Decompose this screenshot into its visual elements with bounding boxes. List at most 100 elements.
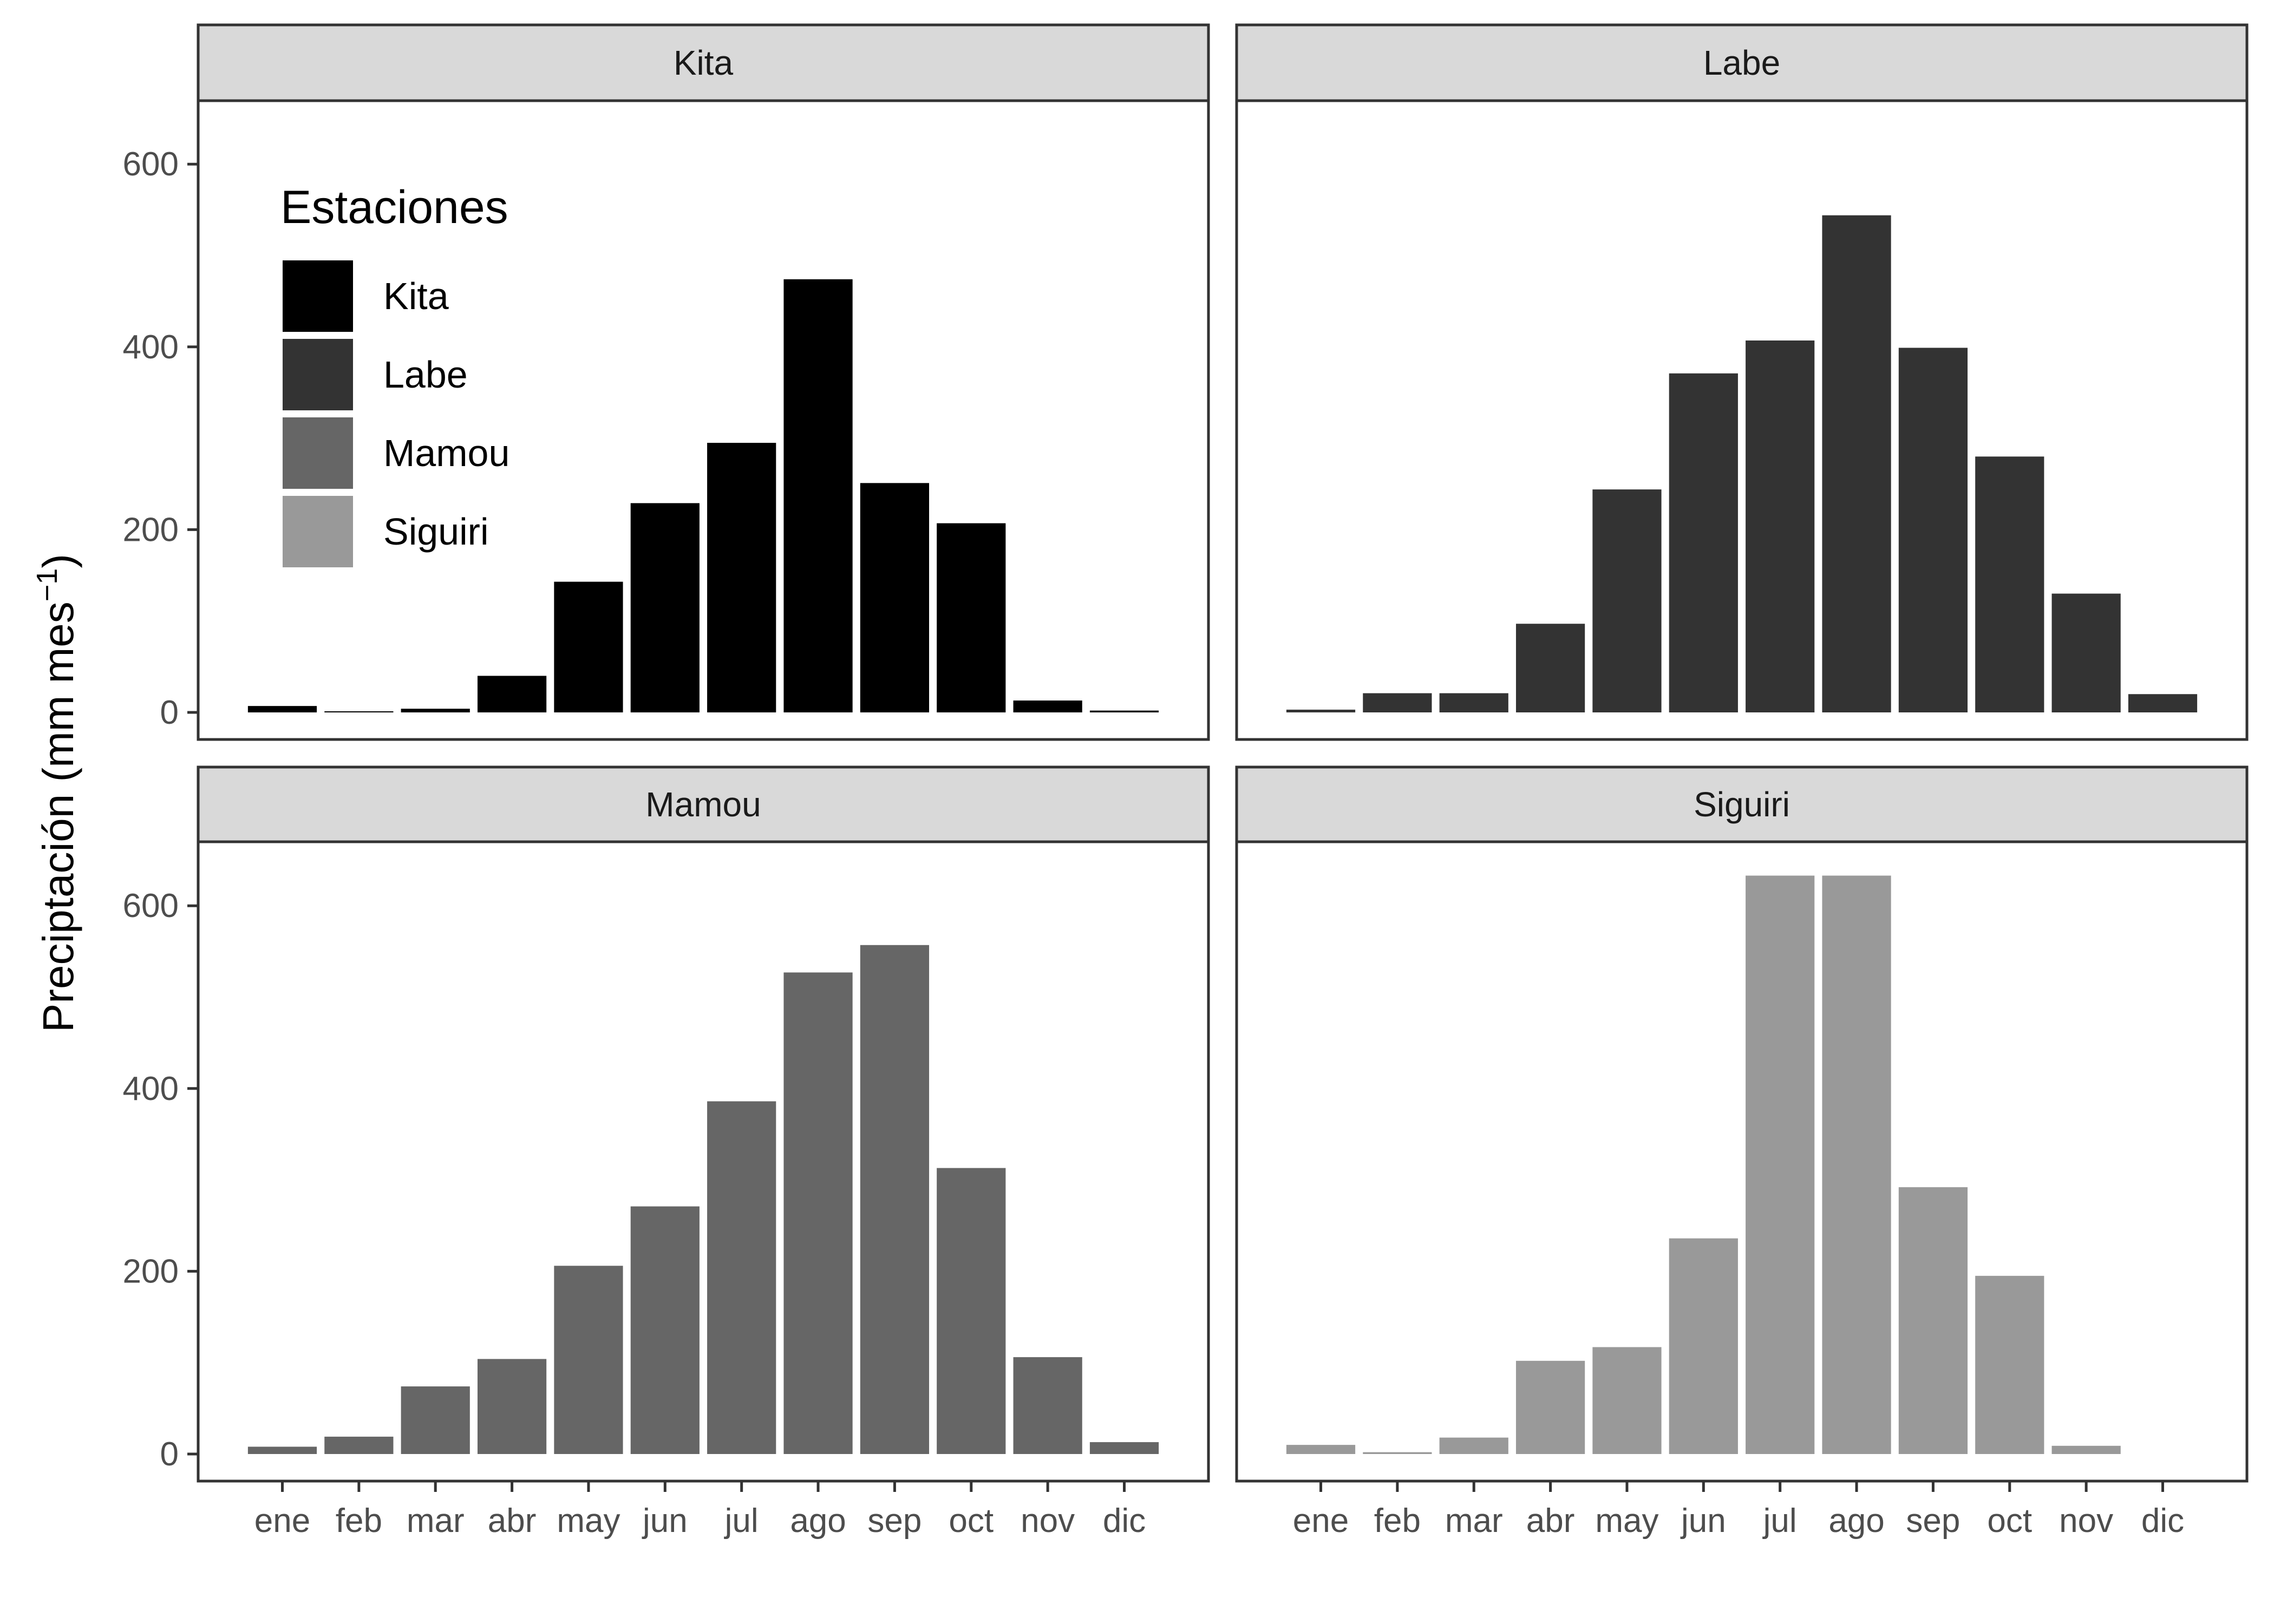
- x-tick-label: oct: [1987, 1502, 2032, 1540]
- bar-labe-may: [1592, 489, 1662, 712]
- bar-mamou-dic: [1089, 1442, 1159, 1454]
- y-tick-label: 600: [123, 887, 179, 925]
- x-tick-label: mar: [407, 1502, 465, 1540]
- bar-siguiri-abr: [1515, 1360, 1585, 1454]
- bar-mamou-ene: [247, 1446, 317, 1454]
- y-axis-title-group: Preciptación (mm mes−1): [31, 554, 82, 1032]
- bar-labe-sep: [1898, 348, 1968, 712]
- legend-key-mamou: [283, 417, 353, 489]
- x-tick-label: jun: [1680, 1502, 1726, 1540]
- x-tick-label: may: [1595, 1502, 1658, 1540]
- bar-mamou-mar: [401, 1386, 470, 1454]
- bar-labe-mar: [1439, 693, 1508, 712]
- bar-mamou-nov: [1013, 1357, 1082, 1454]
- bar-kita-abr: [477, 676, 547, 712]
- x-tick-label: may: [557, 1502, 620, 1540]
- x-tick-label: ago: [790, 1502, 846, 1540]
- legend-key-labe: [283, 339, 353, 410]
- facet-strip: [1235, 23, 2249, 102]
- panel-labe: Labe: [1235, 23, 2249, 741]
- bar-mamou-jun: [630, 1206, 700, 1454]
- legend-label-mamou: Mamou: [383, 432, 509, 474]
- y-tick-label: 0: [160, 1436, 179, 1473]
- y-tick-label: 200: [123, 1253, 179, 1290]
- facet-strip-label: Mamou: [645, 785, 761, 824]
- bar-siguiri-ene: [1286, 1445, 1356, 1454]
- facet-strip-label: Kita: [674, 43, 734, 82]
- legend-key-kita: [283, 260, 353, 332]
- facet-strip: [197, 23, 1210, 102]
- bar-labe-abr: [1515, 624, 1585, 712]
- x-tick-label: mar: [1445, 1502, 1503, 1540]
- x-tick-label: jul: [724, 1502, 759, 1540]
- bar-kita-sep: [860, 483, 930, 712]
- panel-kita: Kita 0 200 400 600: [123, 23, 1210, 741]
- bar-siguiri-mar: [1439, 1437, 1508, 1454]
- x-tick-label: abr: [488, 1502, 537, 1540]
- y-tick-label: 600: [123, 146, 179, 183]
- x-tick-label: abr: [1526, 1502, 1575, 1540]
- bar-labe-ene: [1286, 709, 1356, 712]
- legend-label-kita: Kita: [383, 275, 449, 317]
- legend-label-labe: Labe: [383, 353, 468, 396]
- facet-strip: [197, 765, 1210, 843]
- x-tick-label: feb: [1374, 1502, 1421, 1540]
- bar-kita-nov: [1013, 700, 1082, 712]
- x-tick-label: sep: [867, 1502, 922, 1540]
- bar-mamou-may: [554, 1266, 623, 1454]
- x-tick-label: ago: [1828, 1502, 1884, 1540]
- bar-mamou-jul: [707, 1101, 776, 1454]
- bar-siguiri-sep: [1898, 1187, 1968, 1454]
- bar-kita-feb: [324, 711, 394, 712]
- bar-siguiri-may: [1592, 1347, 1662, 1454]
- y-tick-label: 200: [123, 511, 179, 548]
- legend-label-siguiri: Siguiri: [383, 510, 489, 553]
- bar-siguiri-oct: [1975, 1275, 2044, 1454]
- x-tick-label: nov: [2059, 1502, 2113, 1540]
- x-tick-label: feb: [336, 1502, 382, 1540]
- bar-siguiri-ago: [1822, 875, 1891, 1454]
- legend: Estaciones Kita Labe Mamou Siguiri: [280, 181, 509, 567]
- x-tick-label: dic: [2141, 1502, 2184, 1540]
- bar-mamou-oct: [937, 1168, 1006, 1454]
- bar-labe-jun: [1669, 373, 1738, 712]
- bar-kita-dic: [1089, 710, 1159, 712]
- bar-kita-mar: [401, 709, 470, 712]
- y-axis-title: Preciptación (mm mes−1): [31, 554, 82, 1032]
- legend-title: Estaciones: [280, 181, 508, 233]
- x-tick-label: sep: [1906, 1502, 1960, 1540]
- x-tick-label: jul: [1762, 1502, 1797, 1540]
- facet-strip-label: Siguiri: [1694, 785, 1790, 824]
- panel-border: [197, 99, 1210, 741]
- bar-kita-jun: [630, 503, 700, 712]
- x-tick-label: ene: [1293, 1502, 1349, 1540]
- bar-mamou-abr: [477, 1359, 547, 1454]
- facet-strip-label: Labe: [1703, 43, 1780, 82]
- legend-key-siguiri: [283, 496, 353, 567]
- panel-background: [198, 101, 1208, 739]
- bar-labe-dic: [2128, 694, 2198, 712]
- bar-kita-ene: [247, 706, 317, 712]
- bar-kita-oct: [937, 523, 1006, 712]
- bar-siguiri-jul: [1746, 875, 1815, 1454]
- x-tick-label: oct: [949, 1502, 994, 1540]
- bar-siguiri-feb: [1363, 1452, 1432, 1454]
- bar-mamou-feb: [324, 1436, 394, 1454]
- bar-labe-feb: [1363, 693, 1432, 712]
- bar-kita-may: [554, 581, 623, 712]
- y-axis-title-main: Preciptación (mm mes: [34, 601, 82, 1032]
- bar-labe-nov: [2051, 593, 2121, 712]
- panel-border: [1235, 840, 2249, 1483]
- panel-mamou: Mamou 0 200 400 600 ene feb mar abr may jun jul ago s…: [123, 765, 1210, 1540]
- y-tick-label: 400: [123, 329, 179, 366]
- panel-border: [197, 840, 1210, 1483]
- bar-kita-ago: [783, 279, 853, 712]
- panel-border: [1235, 99, 2249, 741]
- x-tick-label: ene: [254, 1502, 310, 1540]
- facet-strip: [1235, 765, 2249, 843]
- y-tick-label: 400: [123, 1070, 179, 1108]
- bar-siguiri-nov: [2051, 1445, 2121, 1454]
- bar-mamou-sep: [860, 945, 930, 1454]
